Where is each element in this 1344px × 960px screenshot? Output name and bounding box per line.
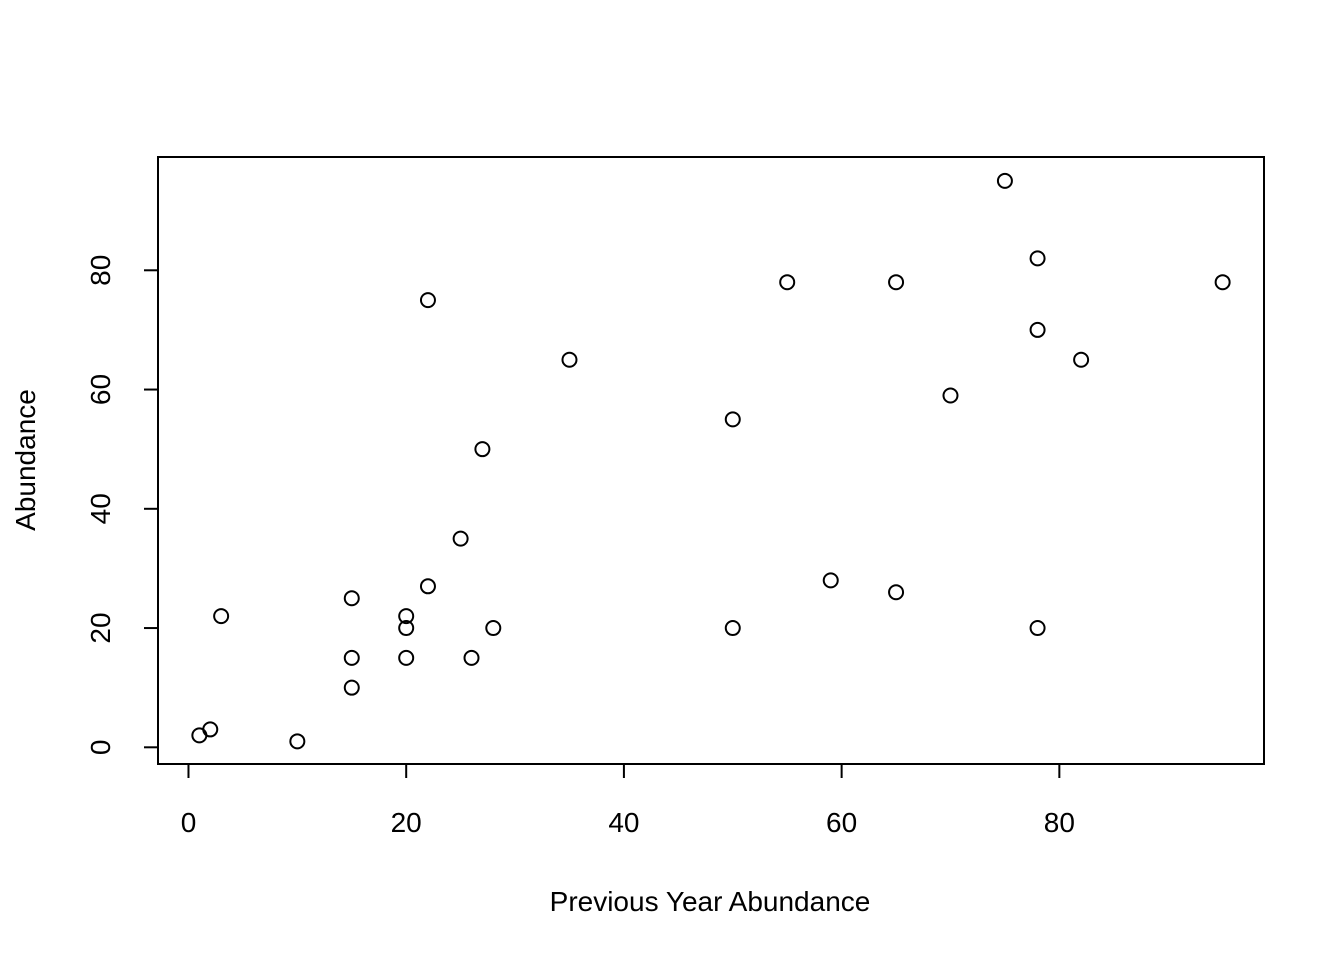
data-point <box>343 649 360 666</box>
y-axis-title: Abundance <box>10 389 41 531</box>
y-tick-label: 20 <box>85 612 116 643</box>
data-point <box>452 530 469 547</box>
x-axis-title: Previous Year Abundance <box>550 886 871 917</box>
data-point <box>289 733 306 750</box>
x-tick-label: 80 <box>1044 807 1075 838</box>
data-point <box>213 608 230 625</box>
x-tick-label: 60 <box>826 807 857 838</box>
data-point <box>419 292 436 309</box>
data-point <box>398 608 415 625</box>
data-point <box>463 649 480 666</box>
data-points <box>191 172 1231 750</box>
y-tick-label: 60 <box>85 374 116 405</box>
data-point <box>1214 274 1231 291</box>
data-point <box>398 620 415 637</box>
data-point <box>888 274 905 291</box>
y-tick-label: 80 <box>85 255 116 286</box>
x-tick-label: 40 <box>608 807 639 838</box>
data-point <box>398 649 415 666</box>
y-axis: 0 20 40 60 80 <box>85 255 159 756</box>
plot-frame <box>157 156 1265 765</box>
x-axis: 0 20 40 60 80 <box>181 763 1075 838</box>
data-point <box>202 721 219 738</box>
data-point <box>942 387 959 404</box>
data-point <box>724 620 741 637</box>
data-point <box>822 572 839 589</box>
data-point <box>724 411 741 428</box>
data-point <box>888 584 905 601</box>
data-point <box>474 441 491 458</box>
data-point <box>419 578 436 595</box>
data-point <box>485 620 502 637</box>
data-point <box>996 172 1013 189</box>
data-point <box>1029 250 1046 267</box>
data-point <box>1073 351 1090 368</box>
data-point <box>561 351 578 368</box>
data-point <box>1029 620 1046 637</box>
x-tick-label: 0 <box>181 807 197 838</box>
x-tick-label: 20 <box>391 807 422 838</box>
data-point <box>779 274 796 291</box>
data-point <box>343 679 360 696</box>
y-tick-label: 0 <box>85 740 116 756</box>
y-tick-label: 40 <box>85 493 116 524</box>
data-point <box>1029 321 1046 338</box>
data-point <box>343 590 360 607</box>
